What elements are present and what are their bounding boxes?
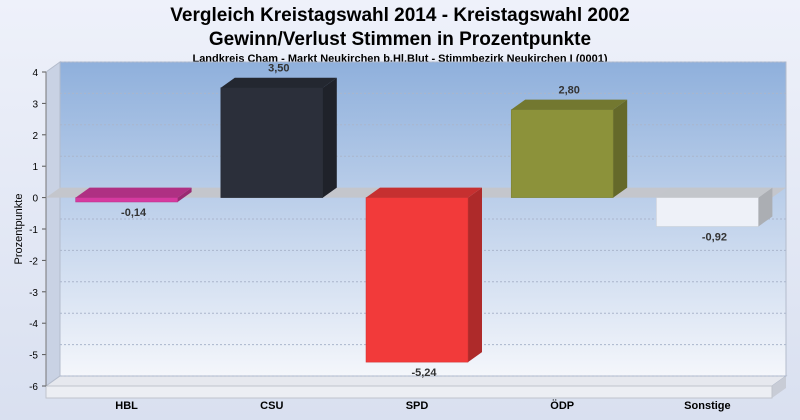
y-tick-label: -6 bbox=[29, 382, 38, 393]
bar-top bbox=[656, 187, 773, 198]
title-line-1: Vergleich Kreistagswahl 2014 - Kreistags… bbox=[170, 5, 630, 26]
y-tick-label: -5 bbox=[29, 351, 38, 362]
y-tick-label: -1 bbox=[29, 225, 38, 236]
y-tick-label: 2 bbox=[32, 131, 38, 142]
plot-side-wall bbox=[45, 61, 61, 387]
y-tick-label: 4 bbox=[32, 68, 38, 79]
data-label: -0,14 bbox=[121, 207, 147, 219]
bar-top bbox=[220, 77, 337, 88]
bar-hbl bbox=[75, 187, 192, 203]
y-tick-label: -4 bbox=[29, 319, 38, 330]
bar-side bbox=[322, 77, 337, 198]
bar-front bbox=[656, 197, 759, 227]
bar-csu bbox=[220, 77, 337, 198]
bar-side bbox=[758, 187, 773, 227]
y-tick-label: -2 bbox=[29, 256, 38, 267]
bar-side bbox=[177, 187, 192, 202]
x-tick-label: CSU bbox=[260, 400, 283, 412]
x-tick-label: SPD bbox=[406, 400, 429, 412]
data-label: 3,50 bbox=[268, 63, 289, 75]
y-tick-label: 1 bbox=[32, 162, 38, 173]
chart-title: Vergleich Kreistagswahl 2014 - Kreistags… bbox=[0, 4, 800, 52]
bar-spd bbox=[365, 187, 482, 363]
plot-floor-front bbox=[45, 385, 773, 399]
y-tick-label: 0 bbox=[32, 194, 38, 205]
y-tick-label: -3 bbox=[29, 288, 38, 299]
y-axis-label: Prozentpunkte bbox=[13, 194, 25, 265]
bar-sonstige bbox=[656, 187, 773, 227]
bar-front bbox=[75, 197, 178, 203]
bar-top bbox=[75, 187, 192, 198]
bar-side bbox=[613, 99, 628, 198]
y-tick-label: 3 bbox=[32, 99, 38, 110]
plot-floor-edge bbox=[772, 376, 786, 398]
bar-front bbox=[365, 197, 469, 363]
data-label: 2,80 bbox=[558, 85, 579, 97]
data-label: -5,24 bbox=[411, 367, 437, 379]
bar-front bbox=[510, 109, 614, 198]
x-tick-label: HBL bbox=[115, 400, 138, 412]
x-tick-label: ÖDP bbox=[550, 399, 574, 412]
bar-top bbox=[366, 187, 482, 198]
bar-front bbox=[220, 87, 324, 198]
x-tick-label: Sonstige bbox=[684, 400, 730, 412]
bar-ödp bbox=[510, 99, 628, 198]
bar-side bbox=[468, 187, 482, 363]
title-line-2: Gewinn/Verlust Stimmen in Prozentpunkte bbox=[208, 29, 592, 50]
data-label: -0,92 bbox=[702, 231, 727, 243]
bar-top bbox=[511, 99, 628, 110]
